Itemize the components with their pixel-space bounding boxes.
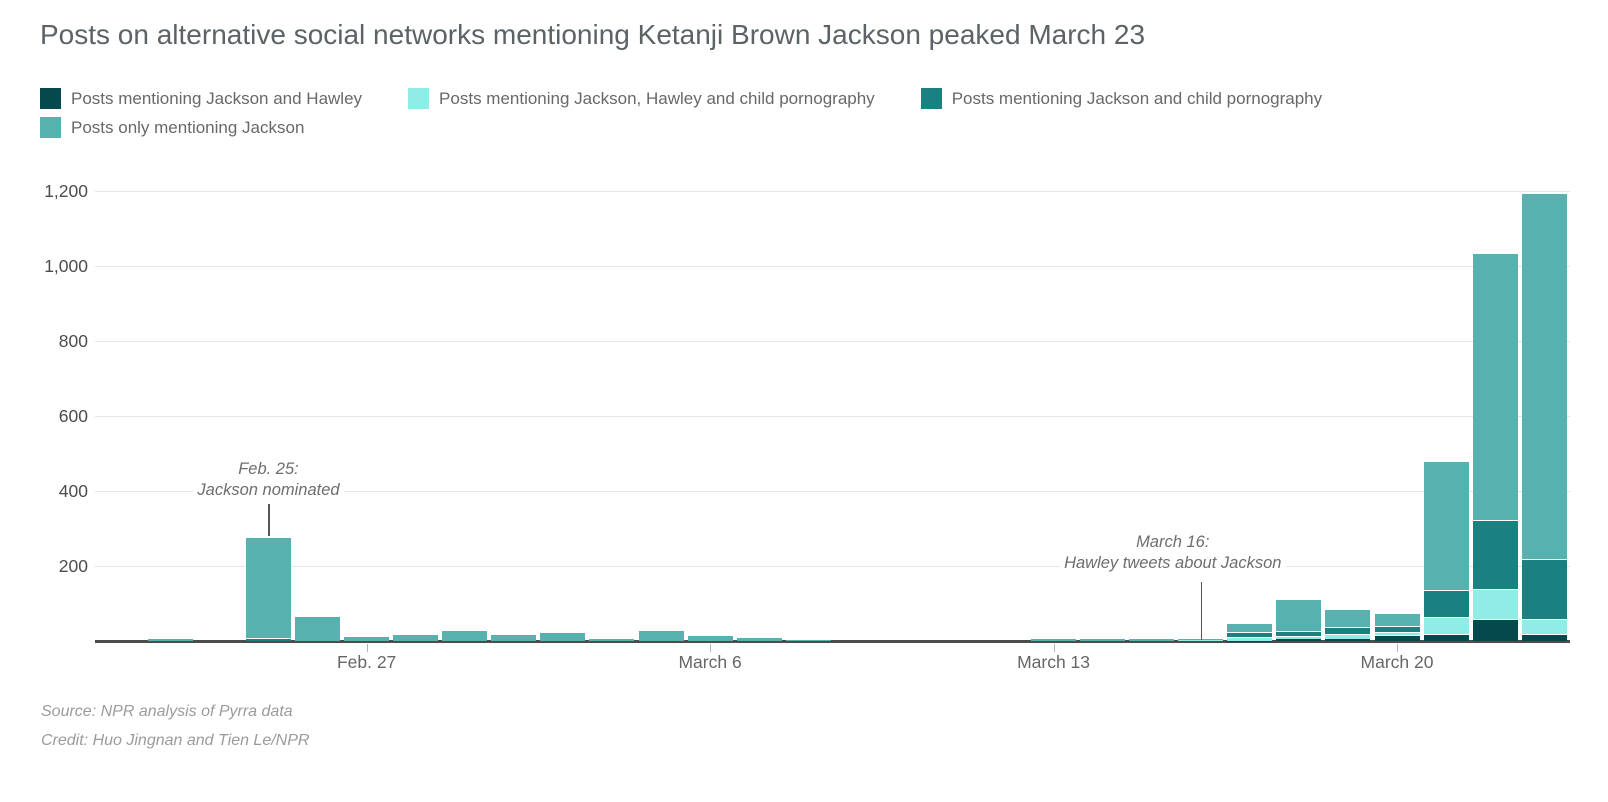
bar-segment <box>1472 519 1518 589</box>
gridline <box>95 265 1570 267</box>
bar-segment <box>1031 638 1077 641</box>
gridline <box>95 565 1570 567</box>
bar-segment <box>147 638 193 641</box>
bar-segment <box>1374 632 1420 635</box>
chart-title: Posts on alternative social networks men… <box>40 19 1146 50</box>
legend: Posts mentioning Jackson and Hawley Posts… <box>40 88 1585 138</box>
gridline <box>95 490 1570 492</box>
legend-label: Posts only mentioning Jackson <box>71 118 305 137</box>
bar-segment <box>1325 634 1371 640</box>
bar-segment <box>295 615 341 641</box>
gridline <box>95 190 1570 192</box>
bar-segment <box>1423 617 1469 634</box>
source-note: Source: NPR analysis of Pyrra data <box>41 703 293 720</box>
bar-segment <box>736 636 782 641</box>
bar-segment <box>589 638 635 641</box>
x-axis-label: March 6 <box>678 652 742 672</box>
bar-segment <box>1521 192 1567 559</box>
y-axis-label: 600 <box>58 406 88 426</box>
bar-segment <box>1423 633 1469 641</box>
x-tick-mark <box>1053 644 1055 652</box>
bar-segment <box>1178 640 1224 641</box>
annotation-line <box>1200 582 1203 640</box>
bar-segment <box>1472 588 1518 619</box>
bar-segment <box>1276 630 1322 636</box>
bar-segment <box>344 636 390 641</box>
bar-segment <box>1423 461 1469 590</box>
legend-swatch-icon <box>920 88 942 109</box>
bar-segment <box>540 632 586 641</box>
legend-item: Posts mentioning Jackson and child porno… <box>920 88 1323 109</box>
bar-segment <box>393 633 439 641</box>
annotation-text: March 16: Hawley tweets about Jackson <box>1060 532 1286 574</box>
bar-segment <box>1374 626 1420 632</box>
gridline <box>95 415 1570 417</box>
bar-segment <box>245 637 291 641</box>
bar-segment <box>1521 618 1567 634</box>
legend-label: Posts mentioning Jackson and Hawley <box>71 89 363 108</box>
annotation-line <box>268 504 270 536</box>
legend-swatch-icon <box>408 88 430 109</box>
bar-segment <box>1472 618 1518 641</box>
annotation-text: Feb. 25: Jackson nominated <box>193 459 344 501</box>
x-axis-label: March 20 <box>1360 652 1434 672</box>
bar-segment <box>1423 590 1469 617</box>
bar-segment <box>1374 612 1420 626</box>
bar-segment <box>1521 633 1567 641</box>
bar-segment <box>245 537 291 638</box>
bar-segment <box>1521 558 1567 619</box>
x-tick-mark <box>1397 644 1399 652</box>
bar-segment <box>442 630 488 641</box>
y-axis-label: 400 <box>58 481 88 501</box>
y-axis-label: 1,200 <box>44 181 88 201</box>
x-tick-mark <box>710 644 712 652</box>
x-axis-label: March 13 <box>1017 652 1091 672</box>
y-axis-label: 200 <box>58 556 88 576</box>
legend-swatch-icon <box>40 88 61 109</box>
bar-segment <box>1129 639 1175 641</box>
bar-segment <box>1325 627 1371 635</box>
bar-segment <box>1374 635 1420 641</box>
bar-segment <box>638 630 684 641</box>
bar-segment <box>687 635 733 641</box>
x-axis-label: Feb. 27 <box>336 652 397 672</box>
bar-segment <box>1227 636 1273 641</box>
bar-segment <box>491 633 537 641</box>
bar-segment <box>1325 609 1371 628</box>
credit-note: Credit: Huo Jingnan and Tien Le/NPR <box>41 732 310 749</box>
legend-item: Posts mentioning Jackson, Hawley and chi… <box>408 88 875 109</box>
bar-segment <box>1227 632 1273 637</box>
bar-segment <box>1227 623 1273 633</box>
legend-item: Posts mentioning Jackson and Hawley <box>40 88 362 109</box>
bar-segment <box>1276 599 1322 631</box>
bar-segment <box>1276 635 1322 640</box>
legend-label: Posts mentioning Jackson, Hawley and chi… <box>439 89 875 108</box>
bar-segment <box>1276 639 1322 641</box>
bar-segment <box>1325 639 1371 641</box>
x-tick-mark <box>366 644 368 652</box>
legend-swatch-icon <box>40 117 61 138</box>
legend-item: Posts only mentioning Jackson <box>40 117 304 138</box>
y-axis-label: 800 <box>58 331 88 351</box>
gridline <box>95 340 1570 342</box>
bar-segment <box>1080 639 1126 641</box>
x-axis-line <box>95 640 1570 643</box>
y-axis-label: 1,000 <box>44 256 88 276</box>
bar-segment <box>785 639 831 641</box>
bar-segment <box>1472 252 1518 520</box>
legend-label: Posts mentioning Jackson and child porno… <box>951 89 1323 108</box>
